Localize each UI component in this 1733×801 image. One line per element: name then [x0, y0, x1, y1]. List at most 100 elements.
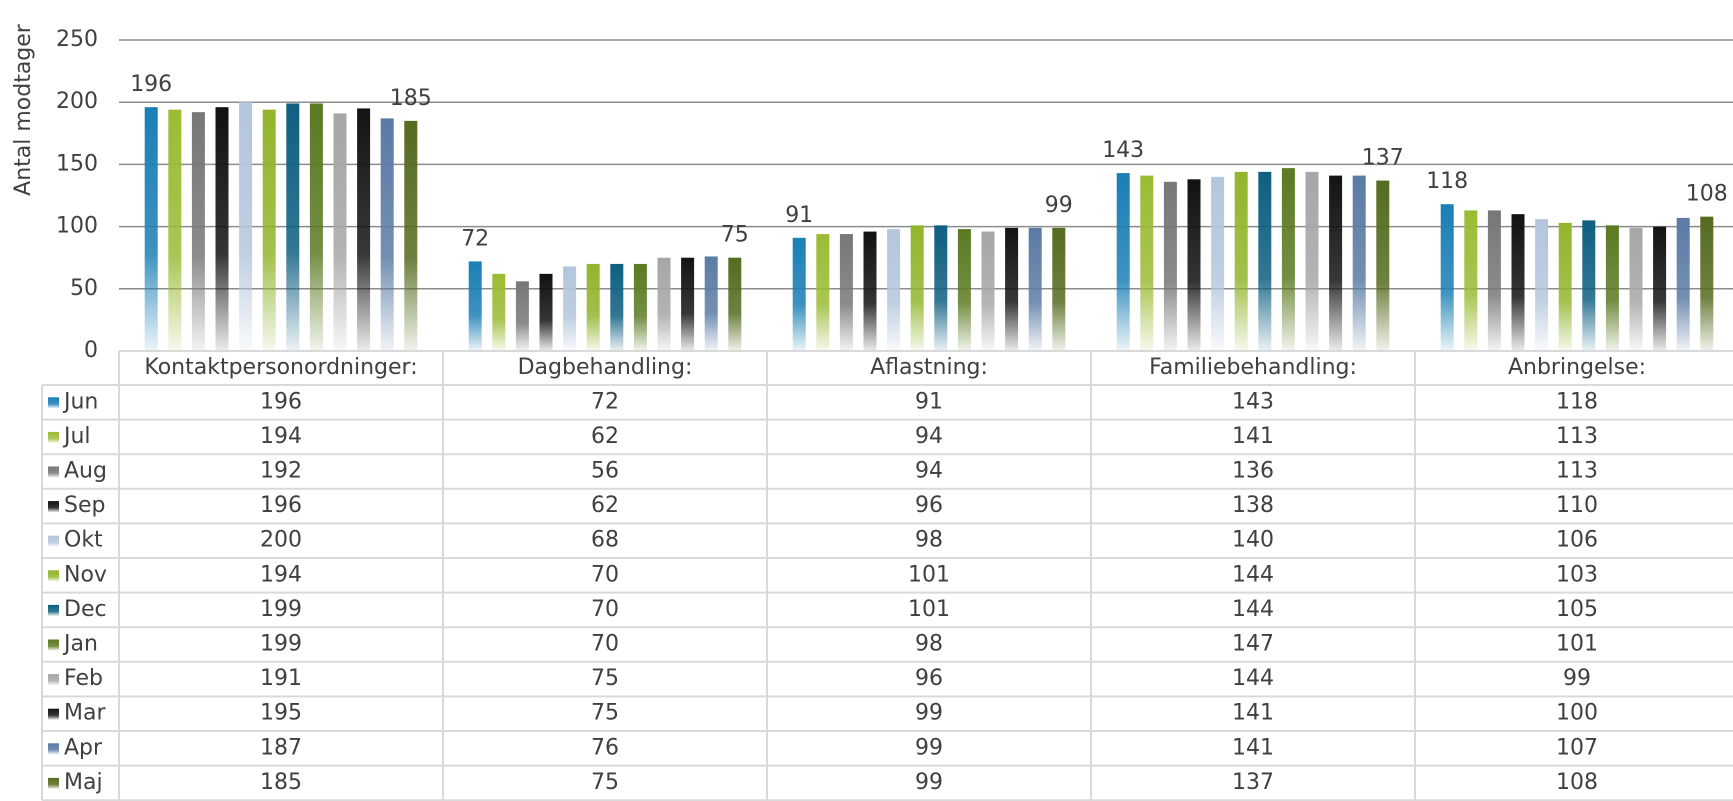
- data-label: 108: [1686, 182, 1728, 207]
- legend-swatch: [48, 466, 59, 478]
- table-cell: 113: [1556, 424, 1598, 449]
- bar: [262, 109, 276, 351]
- bar: [191, 112, 205, 351]
- bar: [1511, 214, 1525, 351]
- table-cell: 196: [260, 389, 302, 414]
- table-cell: 144: [1232, 562, 1274, 587]
- table-cell: 187: [260, 735, 302, 760]
- legend-label: Nov: [64, 562, 107, 587]
- legend-swatch: [48, 501, 59, 513]
- bar: [492, 273, 506, 351]
- bar: [286, 103, 300, 351]
- table-cell: 75: [591, 701, 619, 726]
- bar: [1700, 216, 1714, 351]
- data-label: 118: [1426, 169, 1468, 194]
- bar: [239, 102, 253, 351]
- table-cell: 68: [591, 528, 619, 553]
- table-cell: 99: [915, 770, 943, 795]
- table-cell: 199: [260, 632, 302, 657]
- data-label: 99: [1045, 193, 1073, 218]
- bar: [1464, 210, 1478, 351]
- y-tick-label: 150: [56, 151, 98, 176]
- table-cell: 56: [591, 459, 619, 484]
- table-cell: 113: [1556, 459, 1598, 484]
- column-header: Kontaktpersonordninger:: [144, 355, 417, 380]
- table-cell: 100: [1556, 701, 1598, 726]
- table-cell: 147: [1232, 632, 1274, 657]
- table-cell: 137: [1232, 770, 1274, 795]
- bar: [887, 229, 901, 351]
- legend-label: Jun: [62, 389, 98, 414]
- bar: [586, 263, 600, 351]
- legend-swatch: [48, 743, 59, 755]
- bar: [1258, 171, 1272, 351]
- bar: [1653, 226, 1667, 351]
- bar: [1329, 175, 1343, 351]
- legend-swatch: [48, 397, 59, 409]
- table-cell: 70: [591, 632, 619, 657]
- table-cell: 191: [260, 666, 302, 691]
- bar: [1376, 180, 1390, 351]
- legend-label: Sep: [64, 493, 105, 518]
- table-cell: 105: [1556, 597, 1598, 622]
- bar: [1140, 175, 1154, 351]
- data-label: 91: [785, 203, 813, 228]
- bar: [816, 234, 830, 351]
- column-header: Familiebehandling:: [1149, 355, 1357, 380]
- column-header: Dagbehandling:: [518, 355, 693, 380]
- data-label: 72: [461, 226, 489, 251]
- bar: [168, 109, 182, 351]
- table-cell: 200: [260, 528, 302, 553]
- table-cell: 185: [260, 770, 302, 795]
- bar: [539, 273, 553, 351]
- bar: [1535, 219, 1549, 351]
- legend-label: Jan: [62, 632, 98, 657]
- bar: [633, 263, 647, 351]
- table-cell: 110: [1556, 493, 1598, 518]
- table-cell: 75: [591, 770, 619, 795]
- bar: [910, 225, 924, 351]
- bar: [610, 263, 624, 351]
- data-label: 185: [390, 86, 432, 111]
- legend-swatch: [48, 604, 59, 616]
- table-cell: 195: [260, 701, 302, 726]
- bar: [380, 118, 394, 351]
- bar: [704, 256, 718, 351]
- legend-swatch: [48, 777, 59, 789]
- legend-label: Apr: [64, 735, 103, 760]
- legend-label: Jul: [62, 424, 91, 449]
- bar: [1163, 181, 1177, 351]
- bar: [1281, 168, 1295, 351]
- table-cell: 101: [1556, 632, 1598, 657]
- table-cell: 108: [1556, 770, 1598, 795]
- bar: [957, 229, 971, 351]
- legend-label: Feb: [64, 666, 103, 691]
- column-header: Anbringelse:: [1508, 355, 1646, 380]
- table-cell: 99: [1563, 666, 1591, 691]
- table-cell: 94: [915, 459, 943, 484]
- table-cell: 70: [591, 562, 619, 587]
- column-header: Aflastning:: [870, 355, 988, 380]
- data-label: 196: [130, 72, 172, 97]
- table-cell: 70: [591, 597, 619, 622]
- data-label: 75: [721, 223, 749, 248]
- bar: [1028, 227, 1042, 351]
- legend-swatch: [48, 431, 59, 443]
- legend-swatch: [48, 708, 59, 720]
- legend-swatch: [48, 570, 59, 582]
- legend-swatch: [48, 639, 59, 651]
- table-cell: 136: [1232, 459, 1274, 484]
- table-cell: 141: [1232, 701, 1274, 726]
- bar: [681, 257, 695, 351]
- legend-label: Okt: [64, 528, 103, 553]
- bar: [215, 107, 229, 352]
- bar: [563, 266, 577, 351]
- legend-swatch: [48, 674, 59, 686]
- y-tick-label: 250: [56, 27, 98, 52]
- bar: [1676, 217, 1690, 351]
- table-cell: 141: [1232, 735, 1274, 760]
- bar: [357, 108, 371, 351]
- bar: [728, 257, 742, 351]
- bar: [863, 231, 877, 351]
